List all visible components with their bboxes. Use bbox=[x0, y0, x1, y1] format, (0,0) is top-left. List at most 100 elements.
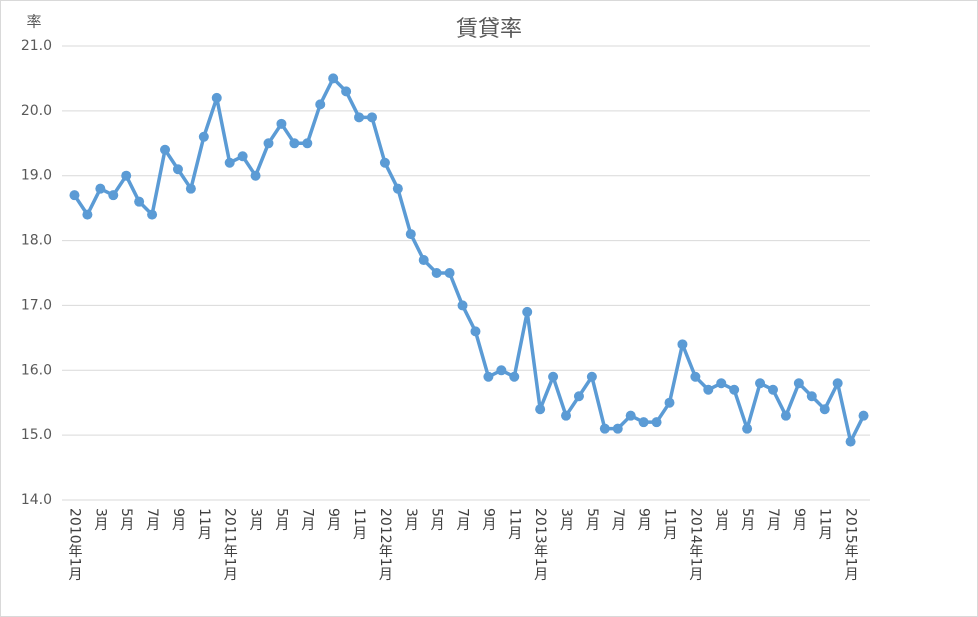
data-point bbox=[470, 326, 481, 337]
data-point bbox=[237, 151, 248, 162]
x-tick-label: 3月 bbox=[558, 508, 574, 532]
data-point bbox=[95, 183, 106, 194]
data-point bbox=[599, 423, 610, 434]
data-point bbox=[69, 190, 80, 201]
y-tick-label: 14.0 bbox=[21, 492, 52, 508]
x-tick-label: 9月 bbox=[170, 508, 186, 532]
x-tick-label: 9月 bbox=[636, 508, 652, 532]
data-point bbox=[638, 417, 649, 428]
data-point bbox=[780, 410, 791, 421]
data-point bbox=[586, 371, 597, 382]
x-tick-label: 11月 bbox=[662, 508, 678, 541]
data-point bbox=[276, 118, 287, 129]
chart-title: 賃貸率 bbox=[456, 17, 522, 42]
y-tick-label: 19.0 bbox=[21, 168, 52, 184]
data-point bbox=[224, 157, 235, 168]
data-point bbox=[289, 138, 300, 149]
data-point bbox=[341, 86, 352, 97]
data-point bbox=[328, 73, 339, 84]
data-point bbox=[625, 410, 636, 421]
x-tick-label: 5月 bbox=[584, 508, 600, 532]
data-point bbox=[716, 378, 727, 389]
data-point bbox=[522, 306, 533, 317]
x-tick-label: 7月 bbox=[299, 508, 315, 532]
x-tick-label: 7月 bbox=[455, 508, 471, 532]
x-tick-label: 11月 bbox=[506, 508, 522, 541]
data-point bbox=[664, 397, 675, 408]
x-tick-label: 9月 bbox=[325, 508, 341, 532]
data-point bbox=[431, 268, 442, 278]
y-tick-label: 18.0 bbox=[21, 233, 52, 249]
data-point bbox=[767, 384, 778, 395]
x-tick-label: 7月 bbox=[610, 508, 626, 532]
data-point bbox=[185, 183, 196, 194]
data-point bbox=[198, 131, 209, 142]
data-point bbox=[483, 371, 494, 382]
x-tick-label: 2014年1月 bbox=[687, 508, 703, 582]
x-tick-label: 3月 bbox=[92, 508, 108, 532]
x-tick-label: 11月 bbox=[817, 508, 833, 541]
data-point bbox=[444, 268, 455, 278]
y-tick-label: 17.0 bbox=[21, 297, 52, 313]
x-tick-label: 2015年1月 bbox=[843, 508, 859, 582]
data-point bbox=[819, 404, 830, 415]
data-point bbox=[392, 183, 403, 194]
x-tick-label: 2010年1月 bbox=[66, 508, 82, 582]
data-point bbox=[651, 417, 662, 428]
x-tick-label: 9月 bbox=[480, 508, 496, 532]
data-point bbox=[509, 371, 520, 382]
data-point bbox=[134, 196, 145, 207]
data-point bbox=[690, 371, 701, 382]
data-point bbox=[211, 92, 222, 103]
data-point bbox=[263, 138, 274, 149]
x-tick-label: 2013年1月 bbox=[532, 508, 548, 582]
y-tick-label: 20.0 bbox=[21, 103, 52, 119]
x-tick-label: 5月 bbox=[429, 508, 445, 532]
x-tick-label: 3月 bbox=[403, 508, 419, 532]
data-point bbox=[755, 378, 766, 389]
data-point bbox=[250, 170, 261, 181]
data-point bbox=[793, 378, 804, 389]
y-axis-title: 率 bbox=[26, 13, 41, 31]
data-point bbox=[548, 371, 559, 382]
data-point bbox=[535, 404, 546, 415]
data-point bbox=[832, 378, 843, 389]
data-point bbox=[703, 384, 714, 395]
x-tick-label: 5月 bbox=[118, 508, 134, 532]
data-point bbox=[496, 365, 507, 376]
data-point bbox=[573, 391, 584, 402]
y-tick-label: 21.0 bbox=[21, 38, 52, 54]
data-point bbox=[121, 170, 132, 181]
data-point bbox=[147, 209, 158, 220]
x-tick-label: 11月 bbox=[196, 508, 212, 541]
data-point bbox=[354, 112, 365, 123]
x-tick-label: 3月 bbox=[713, 508, 729, 532]
x-tick-label: 11月 bbox=[351, 508, 367, 541]
x-tick-label: 9月 bbox=[791, 508, 807, 532]
data-point bbox=[315, 99, 326, 110]
data-point bbox=[612, 423, 623, 434]
data-point bbox=[677, 339, 688, 350]
data-point bbox=[742, 423, 753, 434]
data-point bbox=[172, 164, 183, 175]
y-tick-label: 16.0 bbox=[21, 362, 52, 378]
data-point bbox=[379, 157, 390, 168]
data-point bbox=[366, 112, 377, 123]
data-point bbox=[845, 436, 856, 447]
data-point bbox=[82, 209, 93, 220]
x-tick-label: 5月 bbox=[739, 508, 755, 532]
data-point bbox=[858, 410, 869, 421]
data-point bbox=[302, 138, 313, 149]
data-point bbox=[561, 410, 572, 421]
x-tick-label: 2012年1月 bbox=[377, 508, 393, 582]
x-tick-label: 5月 bbox=[273, 508, 289, 532]
data-point bbox=[405, 229, 416, 240]
data-point bbox=[457, 300, 468, 311]
x-tick-label: 7月 bbox=[765, 508, 781, 532]
data-point bbox=[418, 255, 429, 266]
data-point bbox=[160, 144, 171, 155]
x-tick-label: 3月 bbox=[248, 508, 264, 532]
data-point bbox=[108, 190, 119, 201]
